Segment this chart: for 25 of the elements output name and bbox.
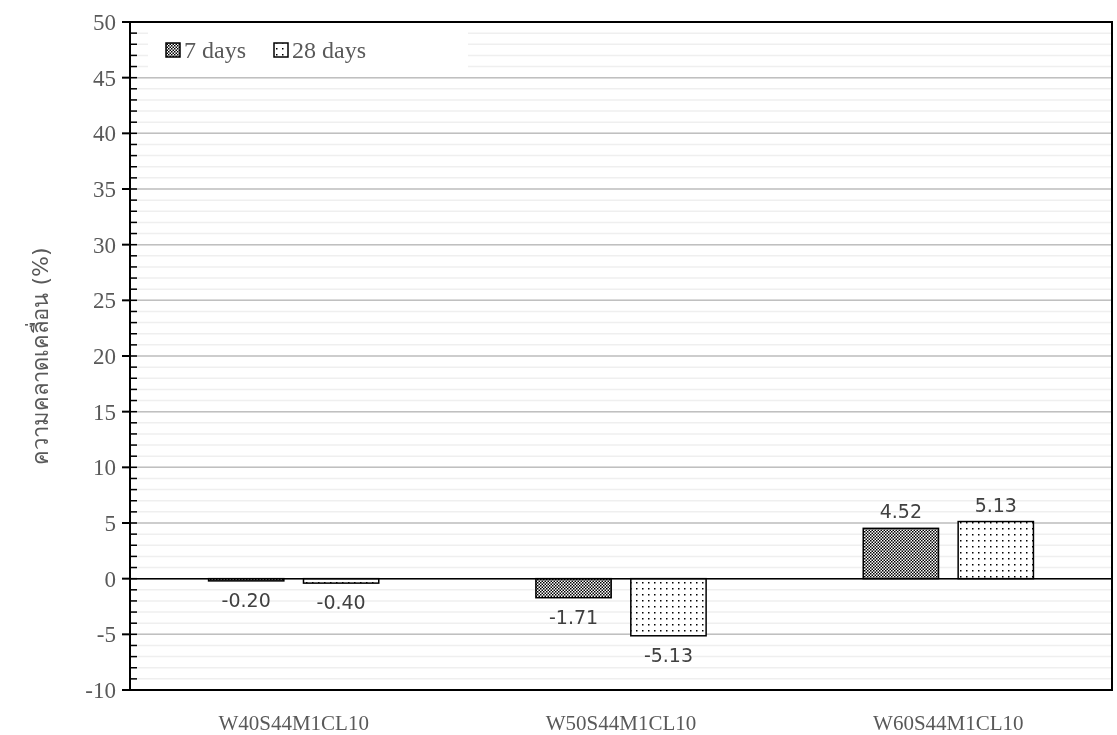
data-label: 4.52 — [879, 500, 923, 523]
data-label: -0.20 — [221, 588, 271, 611]
x-tick-label: W40S44M1CL10 — [218, 711, 369, 735]
y-tick-label: 35 — [93, 177, 116, 202]
y-tick-label: 25 — [93, 288, 116, 314]
data-label: -5.13 — [643, 643, 694, 666]
data-label: -1.71 — [548, 605, 599, 628]
y-tick-label: 50 — [93, 10, 116, 35]
y-axis-title: ความคลาดเคลื่อน (%) — [25, 247, 53, 465]
legend-label: 28 days — [292, 37, 366, 63]
y-tick-label: 15 — [93, 399, 116, 425]
y-tick-label: 20 — [93, 344, 116, 369]
y-tick-label: 5 — [104, 511, 116, 536]
y-tick-label: 30 — [93, 232, 116, 258]
y-tick-label: 40 — [93, 121, 116, 147]
data-label: 5.13 — [974, 493, 1017, 516]
y-tick-label: 10 — [93, 455, 116, 481]
x-tick-label: W50S44M1CL10 — [545, 711, 697, 735]
y-tick-label: 45 — [93, 65, 116, 91]
y-tick-label: -5 — [96, 622, 116, 648]
x-tick-label: W60S44M1CL10 — [873, 711, 1024, 735]
legend-label: 7 days — [184, 37, 246, 63]
data-label: -0.40 — [316, 591, 366, 614]
y-tick-label: 0 — [104, 566, 116, 592]
y-tick-label: -10 — [85, 678, 116, 703]
